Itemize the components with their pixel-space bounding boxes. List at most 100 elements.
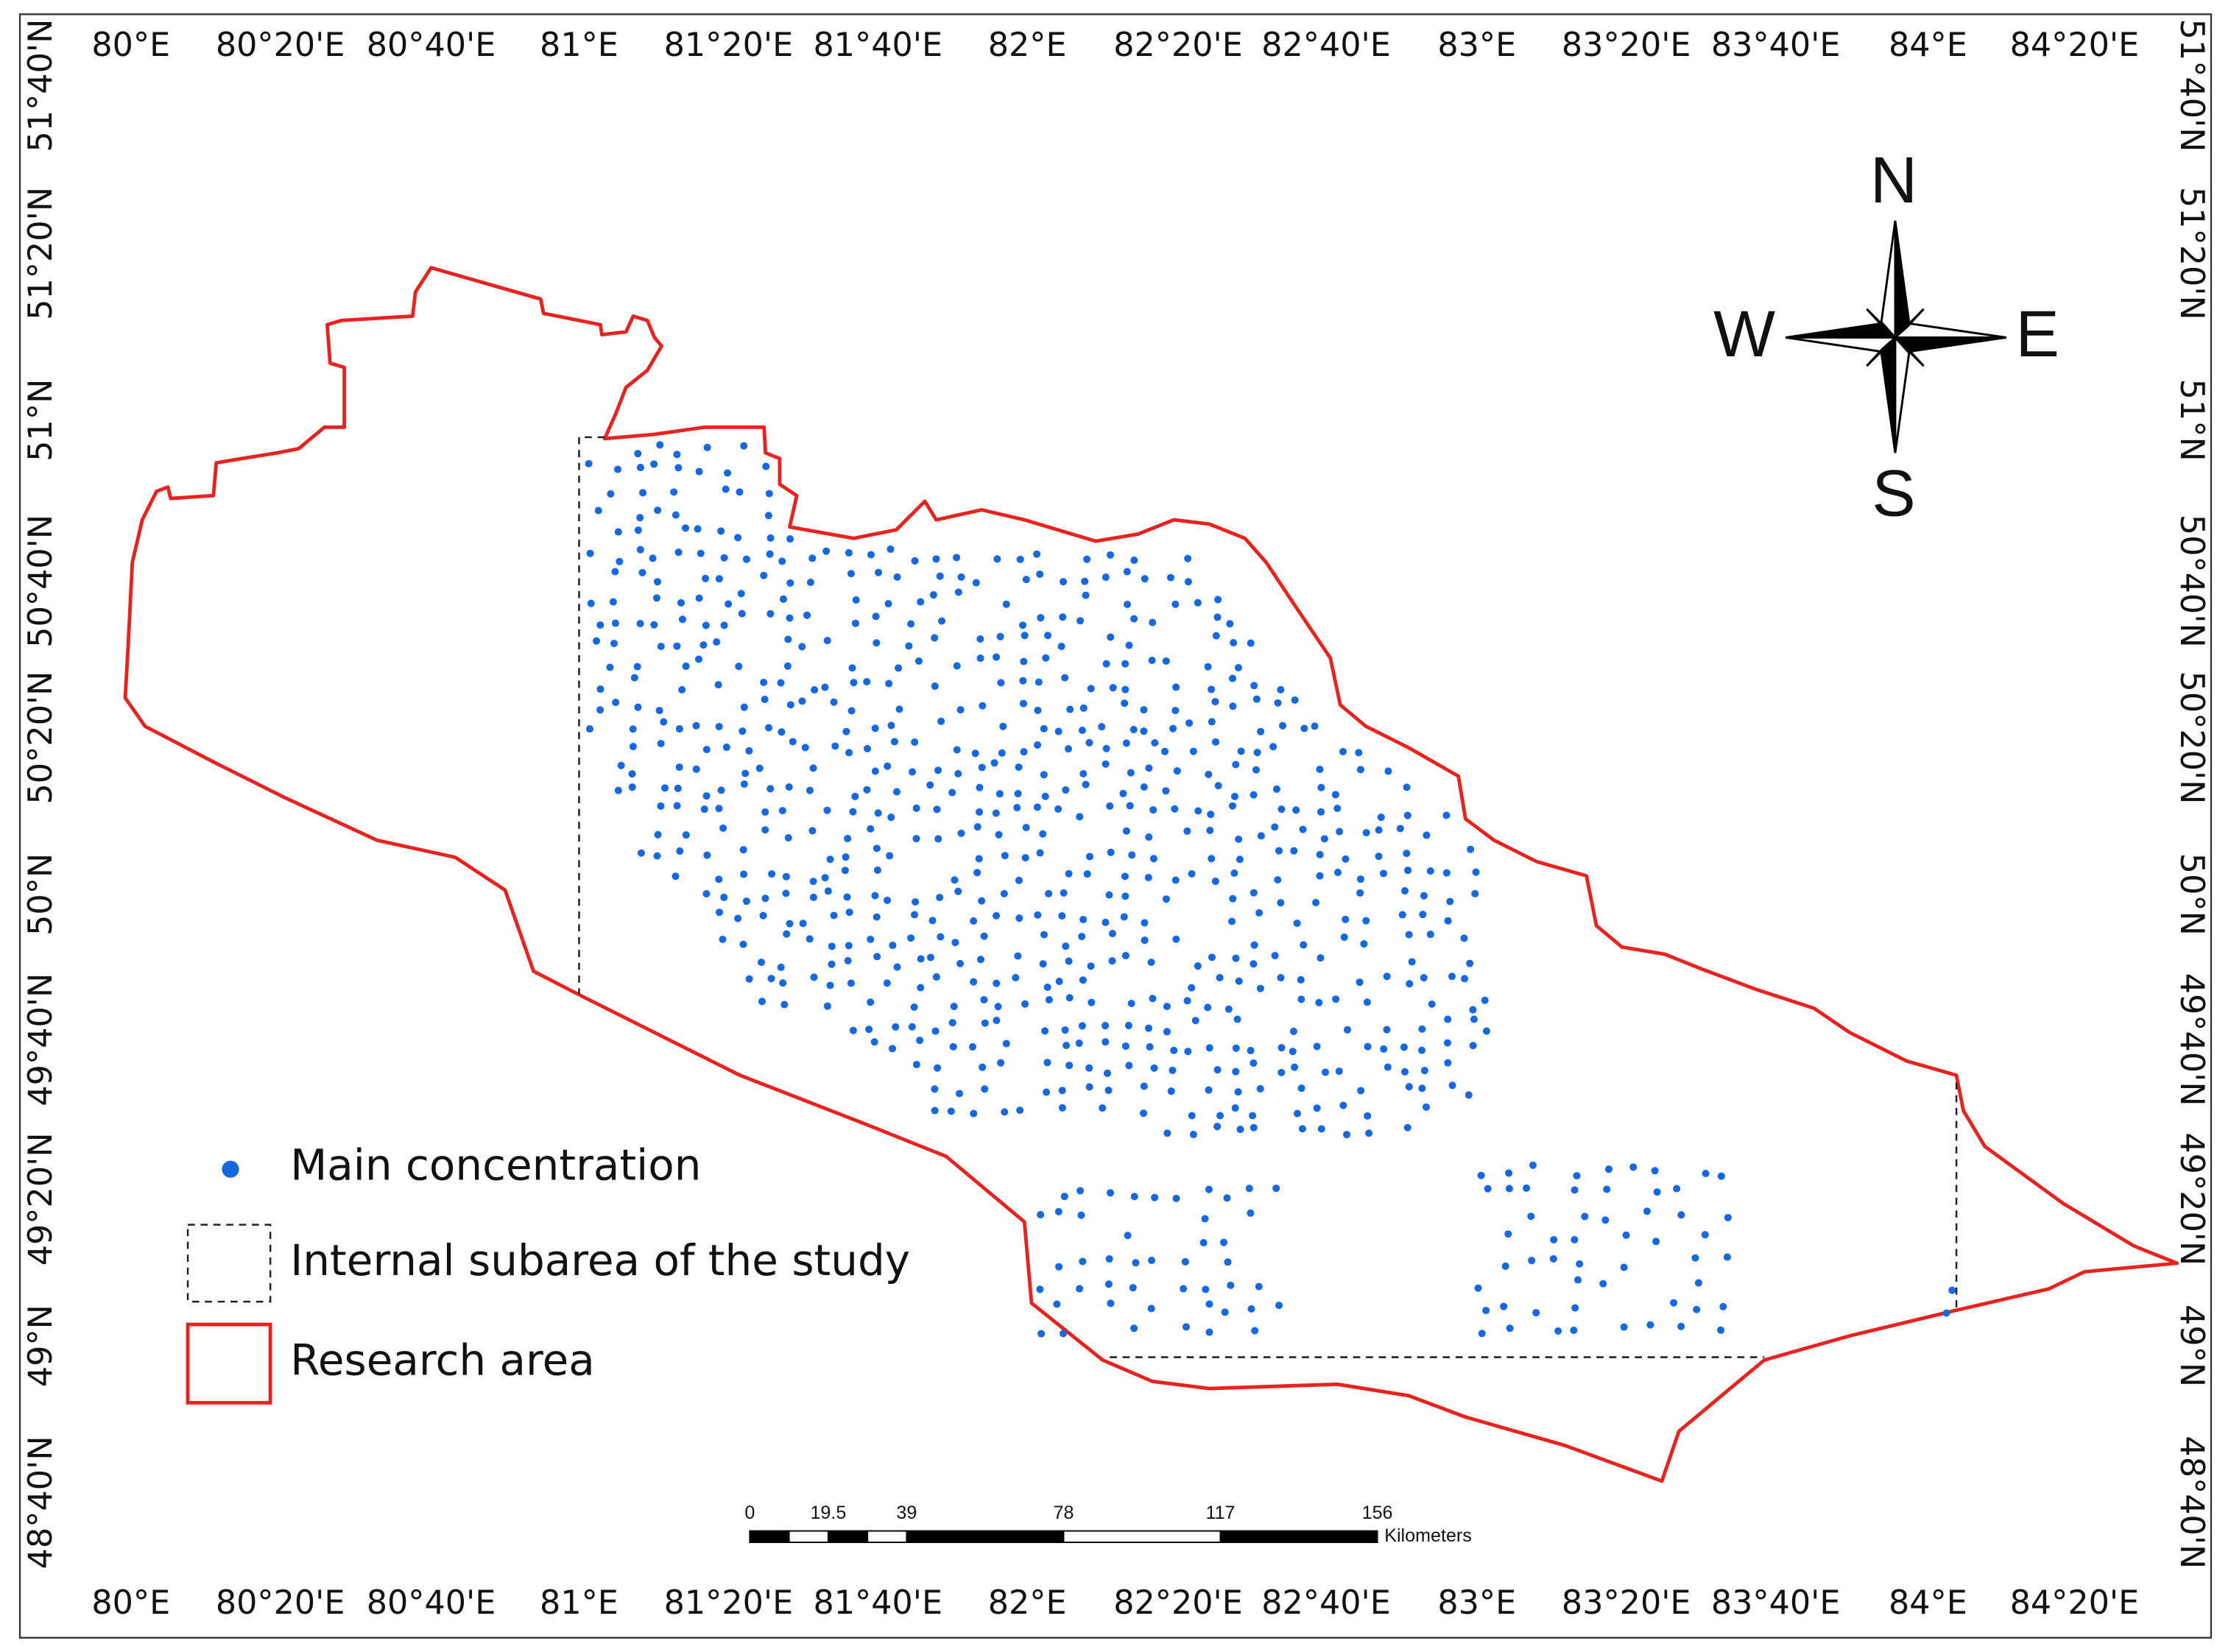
point: [1208, 718, 1216, 726]
point: [1701, 1231, 1709, 1239]
point: [1087, 962, 1095, 970]
point: [682, 662, 690, 670]
point: [786, 579, 794, 587]
point: [1234, 664, 1242, 672]
lon-label: 82°E: [988, 1584, 1067, 1622]
point: [995, 790, 1004, 798]
point: [1383, 1026, 1391, 1034]
point: [1078, 933, 1086, 941]
point: [910, 911, 918, 919]
point: [717, 527, 725, 535]
point: [1401, 886, 1409, 895]
point: [1062, 1042, 1071, 1050]
point: [821, 683, 829, 691]
point: [1130, 1193, 1138, 1201]
point: [1229, 702, 1237, 710]
lon-label: 81°40'E: [814, 1584, 943, 1622]
point: [873, 866, 881, 874]
point: [1000, 889, 1008, 897]
point: [1060, 889, 1068, 897]
point: [1188, 1112, 1196, 1120]
point: [778, 728, 786, 736]
point: [1208, 953, 1216, 961]
point: [1247, 1209, 1255, 1217]
compass-e: E: [2016, 297, 2059, 370]
point: [1121, 872, 1129, 880]
scale-segment: [906, 1530, 1065, 1544]
point: [884, 762, 892, 770]
point: [1364, 1042, 1372, 1051]
point: [1313, 1042, 1321, 1051]
point: [682, 831, 690, 839]
point: [893, 963, 901, 971]
point: [742, 555, 750, 563]
point: [1232, 760, 1240, 769]
point: [674, 784, 682, 792]
point: [867, 935, 875, 944]
point: [845, 942, 853, 950]
point: [1034, 741, 1042, 749]
lon-label: 80°40'E: [367, 27, 496, 64]
point: [735, 663, 743, 671]
point: [634, 526, 642, 534]
point: [1171, 707, 1180, 715]
point: [1194, 599, 1202, 607]
point: [1420, 1067, 1428, 1075]
point: [1184, 554, 1192, 562]
point: [1078, 1022, 1086, 1030]
point: [1088, 998, 1096, 1006]
point: [824, 887, 832, 895]
point: [995, 830, 1003, 839]
point: [1194, 962, 1202, 970]
point: [1060, 578, 1068, 586]
point: [1677, 1322, 1685, 1330]
point: [1162, 657, 1170, 666]
point: [762, 462, 770, 470]
scale-label: 39: [896, 1503, 917, 1523]
point: [1403, 1123, 1411, 1132]
point: [1130, 615, 1138, 623]
lon-label: 83°40'E: [1711, 27, 1841, 64]
point: [1189, 1130, 1197, 1139]
point: [1724, 1213, 1732, 1222]
point: [954, 887, 962, 895]
lon-label: 82°E: [988, 27, 1067, 64]
point: [1253, 749, 1261, 757]
point: [653, 578, 661, 586]
point: [938, 617, 946, 625]
point: [1604, 1165, 1613, 1173]
point: [1107, 848, 1115, 856]
point: [1334, 869, 1342, 877]
point: [1478, 1330, 1486, 1338]
point: [779, 979, 787, 987]
point: [887, 813, 895, 822]
point: [1035, 678, 1043, 686]
point: [1104, 1087, 1113, 1095]
point: [975, 855, 983, 863]
point: [1065, 869, 1073, 878]
point: [993, 653, 1001, 661]
point: [1213, 1123, 1222, 1131]
point: [1343, 1026, 1352, 1034]
point: [1201, 1215, 1209, 1223]
lat-label: 50°20'N: [22, 671, 60, 805]
point: [1272, 785, 1280, 793]
point: [1043, 632, 1052, 640]
point: [1570, 1326, 1578, 1335]
point: [1356, 978, 1364, 986]
point: [931, 634, 939, 642]
point: [953, 554, 961, 562]
point: [1129, 1284, 1137, 1292]
point: [1019, 699, 1027, 707]
point: [739, 846, 747, 854]
point: [639, 489, 647, 497]
point: [889, 942, 897, 950]
scale-segment: [1062, 1530, 1222, 1544]
point: [739, 940, 747, 948]
point: [714, 681, 722, 689]
point: [673, 642, 681, 650]
point: [1103, 1069, 1112, 1077]
point: [1235, 977, 1243, 985]
point: [1188, 869, 1196, 878]
point: [1236, 855, 1244, 864]
